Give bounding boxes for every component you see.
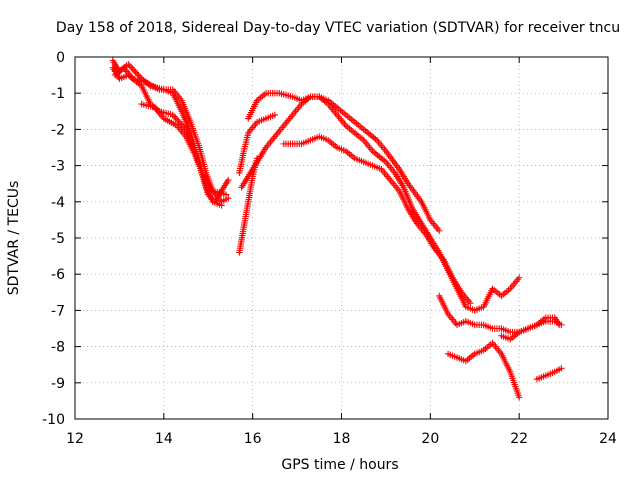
y-tick-label: -3 (51, 159, 65, 175)
x-tick-label: 24 (599, 431, 617, 447)
x-tick-label: 20 (421, 431, 439, 447)
y-tick-label: -2 (51, 122, 65, 138)
grid-lines (75, 57, 608, 419)
series-track-10 (471, 274, 523, 314)
axis-ticks (74, 56, 609, 420)
x-axis-label: GPS time / hours (281, 457, 398, 473)
chart-title: Day 158 of 2018, Sidereal Day-to-day VTE… (56, 20, 620, 36)
series-track-5 (236, 155, 261, 256)
data-points (109, 57, 565, 401)
y-tick-label: -5 (51, 231, 65, 247)
series-track-13 (444, 339, 523, 401)
y-tick-label: -10 (42, 412, 65, 428)
data-point-marker (436, 227, 443, 234)
y-tick-label: -7 (51, 303, 65, 319)
data-point-marker (558, 365, 565, 372)
series-track-6 (236, 111, 279, 177)
y-tick-label: 0 (56, 50, 65, 66)
series-track-8 (245, 90, 443, 234)
x-tick-label: 18 (333, 431, 351, 447)
series-track-9 (280, 133, 474, 307)
y-tick-label: -6 (51, 267, 65, 283)
y-axis-label: SDTVAR / TECUs (6, 181, 22, 296)
y-tick-label: -4 (51, 195, 65, 211)
y-tick-label: -9 (51, 376, 65, 392)
data-point-marker (225, 194, 232, 202)
data-point-marker (555, 321, 563, 329)
series-track-4 (138, 100, 230, 198)
data-point-marker (218, 202, 225, 209)
x-tick-label: 14 (155, 431, 173, 447)
data-point-marker (515, 394, 523, 401)
tick-labels: 12 14 16 18 20 22 24 0 -1 -2 -3 -4 -5 -6 -7 -8 -9 -10 (42, 50, 617, 447)
series-track-14 (533, 365, 565, 383)
x-tick-label: 16 (244, 431, 262, 447)
data-point-marker (225, 176, 232, 184)
y-tick-label: -8 (51, 340, 65, 356)
series-track-12 (498, 314, 563, 343)
data-point-marker (222, 191, 230, 198)
x-tick-label: 22 (510, 431, 528, 447)
data-point-marker (515, 274, 523, 282)
y-tick-label: -1 (51, 86, 65, 102)
x-tick-label: 12 (66, 431, 84, 447)
data-point-marker (467, 299, 474, 307)
data-point-marker (271, 111, 279, 119)
